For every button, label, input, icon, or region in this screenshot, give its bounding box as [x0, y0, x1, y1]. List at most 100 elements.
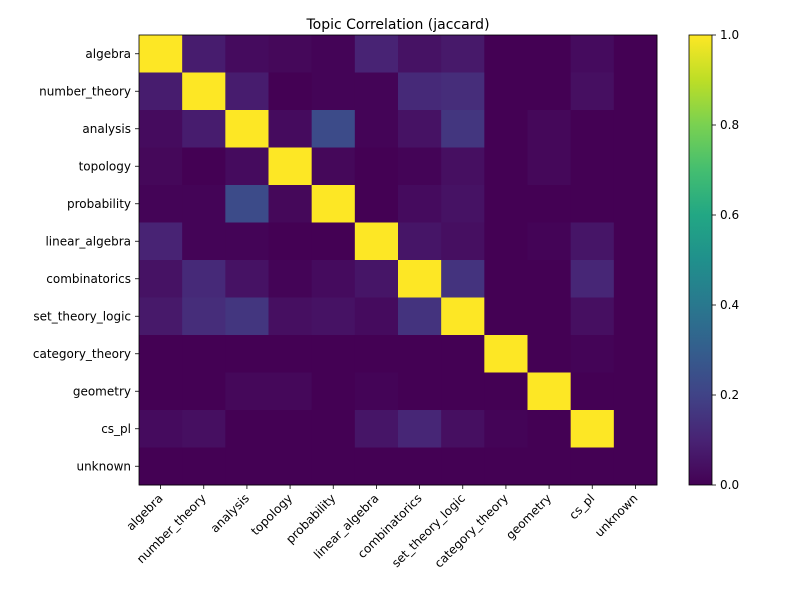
heatmap-cell-topology-combinatorics	[398, 147, 442, 186]
x-tick-label: analysis	[208, 491, 252, 535]
heatmap-cell-number_theory-cs_pl	[570, 72, 615, 111]
heatmap-cell-set_theory_logic-cs_pl	[570, 297, 615, 336]
heatmap-cell-algebra-analysis	[225, 35, 269, 73]
heatmap-cell-topology-set_theory_logic	[441, 147, 485, 186]
y-tick-label: topology	[79, 159, 131, 173]
heatmap-cell-category_theory-category_theory	[484, 335, 528, 373]
heatmap-cell-unknown-cs_pl	[570, 447, 615, 486]
heatmap-cell-cs_pl-set_theory_logic	[441, 410, 485, 448]
heatmap-cell-analysis-cs_pl	[570, 110, 615, 148]
colorbar-tick-label: 0.2	[720, 388, 739, 402]
colorbar-tick-label: 0.8	[720, 118, 739, 132]
heatmap-cell-probability-number_theory	[182, 185, 226, 223]
heatmap-cell-set_theory_logic-linear_algebra	[354, 297, 399, 336]
heatmap-cell-probability-unknown	[613, 185, 658, 223]
y-tick-label: geometry	[73, 384, 131, 398]
heatmap-cell-combinatorics-algebra	[139, 260, 183, 298]
heatmap-cell-linear_algebra-analysis	[225, 222, 269, 261]
heatmap-cell-topology-cs_pl	[570, 147, 615, 186]
heatmap-cell-geometry-set_theory_logic	[441, 372, 485, 411]
x-tick-label: unknown	[592, 491, 640, 539]
heatmap-cell-cs_pl-number_theory	[182, 410, 226, 448]
heatmap-cell-unknown-algebra	[139, 447, 183, 486]
heatmap-cell-geometry-geometry	[527, 372, 572, 411]
heatmap-cell-unknown-number_theory	[182, 447, 226, 486]
heatmap-cell-set_theory_logic-set_theory_logic	[441, 297, 485, 336]
heatmap-cell-algebra-combinatorics	[398, 35, 442, 73]
heatmap-cell-linear_algebra-unknown	[613, 222, 658, 261]
y-axis: algebra number_theory analysis topology prob…	[33, 47, 139, 473]
heatmap-cell-number_theory-number_theory	[182, 72, 226, 111]
heatmap-cell-number_theory-algebra	[139, 72, 183, 111]
heatmap-cell-set_theory_logic-topology	[268, 297, 313, 336]
heatmap-cell-category_theory-unknown	[613, 335, 658, 373]
heatmap-cell-set_theory_logic-algebra	[139, 297, 183, 336]
heatmap-cell-analysis-set_theory_logic	[441, 110, 485, 148]
heatmap-cell-combinatorics-combinatorics	[398, 260, 442, 298]
chart-title: Topic Correlation (jaccard)	[305, 17, 489, 33]
heatmap-cell-number_theory-analysis	[225, 72, 269, 111]
heatmap-cell-number_theory-unknown	[613, 72, 658, 111]
heatmap-cell-cs_pl-topology	[268, 410, 313, 448]
heatmap-cell-category_theory-analysis	[225, 335, 269, 373]
heatmap-cell-set_theory_logic-number_theory	[182, 297, 226, 336]
heatmap-cell-combinatorics-set_theory_logic	[441, 260, 485, 298]
x-tick-label: set_theory_logic	[389, 491, 468, 570]
heatmap-cell-linear_algebra-topology	[268, 222, 313, 261]
colorbar-gradient	[689, 35, 712, 485]
x-tick-label: geometry	[503, 491, 554, 542]
heatmap-cell-combinatorics-linear_algebra	[354, 260, 399, 298]
heatmap-cell-analysis-linear_algebra	[354, 110, 399, 148]
heatmap-cell-topology-topology	[268, 147, 313, 186]
y-tick-label: set_theory_logic	[33, 309, 131, 323]
heatmap-cell-geometry-cs_pl	[570, 372, 615, 411]
heatmap-cell-category_theory-cs_pl	[570, 335, 615, 373]
heatmap-cell-linear_algebra-combinatorics	[398, 222, 442, 261]
x-tick-label: algebra	[124, 491, 166, 533]
heatmap-cell-algebra-unknown	[613, 35, 658, 73]
heatmap-cell-cs_pl-geometry	[527, 410, 572, 448]
heatmap-cell-category_theory-set_theory_logic	[441, 335, 485, 373]
heatmap-cell-probability-combinatorics	[398, 185, 442, 223]
heatmap-cell-geometry-probability	[311, 372, 356, 411]
heatmap-cell-topology-unknown	[613, 147, 658, 186]
heatmap-cell-number_theory-probability	[311, 72, 356, 111]
heatmap-cell-number_theory-topology	[268, 72, 313, 111]
heatmap-cell-unknown-topology	[268, 447, 313, 486]
heatmap-cell-number_theory-category_theory	[484, 72, 528, 111]
heatmap-cell-unknown-analysis	[225, 447, 269, 486]
heatmap-cell-linear_algebra-category_theory	[484, 222, 528, 261]
heatmap-cell-probability-topology	[268, 185, 313, 223]
heatmap-cell-analysis-algebra	[139, 110, 183, 148]
colorbar: 0.0 0.2 0.4 0.6 0.8 1.0	[688, 28, 739, 492]
heatmap-cell-set_theory_logic-probability	[311, 297, 356, 336]
y-tick-label: linear_algebra	[45, 234, 131, 248]
heatmap-cell-combinatorics-geometry	[527, 260, 572, 298]
heatmap-cell-probability-linear_algebra	[354, 185, 399, 223]
heatmap-cell-cs_pl-probability	[311, 410, 356, 448]
y-tick-label: category_theory	[33, 347, 131, 361]
heatmap-cell-number_theory-linear_algebra	[354, 72, 399, 111]
x-axis: algebranumber_theoryanalysistopologyprob…	[124, 485, 641, 570]
colorbar-tick-label: 1.0	[720, 28, 739, 42]
heatmap-cell-combinatorics-probability	[311, 260, 356, 298]
heatmap-cell-geometry-analysis	[225, 372, 269, 411]
heatmap-cell-combinatorics-category_theory	[484, 260, 528, 298]
x-tick-label: cs_pl	[566, 491, 597, 522]
y-tick-label: number_theory	[39, 84, 131, 98]
heatmap-cell-set_theory_logic-category_theory	[484, 297, 528, 336]
heatmap-cell-linear_algebra-probability	[311, 222, 356, 261]
heatmap-cell-set_theory_logic-geometry	[527, 297, 572, 336]
heatmap-cell-topology-geometry	[527, 147, 572, 186]
colorbar-tick-label: 0.4	[720, 298, 739, 312]
heatmap-cell-probability-cs_pl	[570, 185, 615, 223]
heatmap-cell-category_theory-algebra	[139, 335, 183, 373]
heatmap-cell-cs_pl-unknown	[613, 410, 658, 448]
y-tick-label: cs_pl	[101, 422, 131, 436]
heatmap-cell-probability-category_theory	[484, 185, 528, 223]
heatmap-cell-topology-number_theory	[182, 147, 226, 186]
heatmap-cell-number_theory-geometry	[527, 72, 572, 111]
y-tick-label: combinatorics	[46, 272, 131, 286]
heatmap-cell-set_theory_logic-combinatorics	[398, 297, 442, 336]
